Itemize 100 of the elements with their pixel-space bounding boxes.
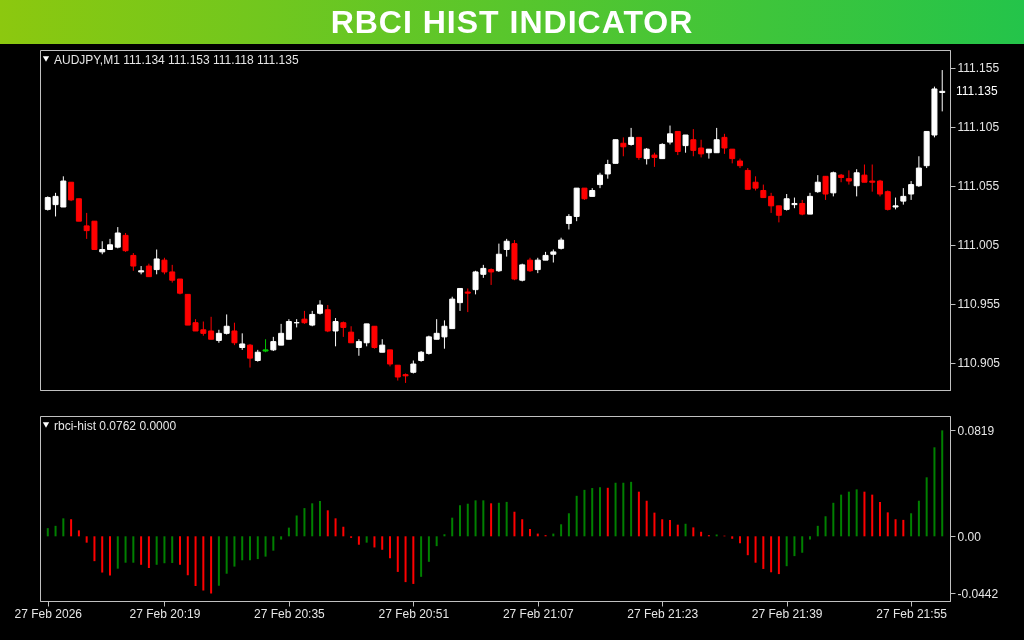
- bar: [513, 511, 516, 537]
- bar: [412, 536, 415, 584]
- candlestick: [208, 316, 215, 340]
- bar: [746, 536, 749, 556]
- bar: [630, 481, 633, 537]
- candlestick: [807, 192, 813, 215]
- x-tick-label: 27 Feb 21:07: [502, 606, 574, 621]
- candlestick: [690, 128, 697, 157]
- bar: [357, 536, 360, 545]
- bar: [93, 536, 96, 562]
- candlestick: [768, 192, 775, 214]
- candlestick: [612, 139, 619, 164]
- y-tick-label: 111.005: [957, 238, 1000, 253]
- candlestick: [495, 243, 502, 273]
- bar: [847, 491, 850, 537]
- bar: [879, 501, 881, 537]
- bar: [521, 519, 524, 537]
- candlestick: [853, 168, 860, 197]
- x-tick-label: 27 Feb 20:51: [378, 606, 450, 621]
- bar: [319, 501, 321, 537]
- bar: [54, 525, 57, 537]
- candlestick: [464, 287, 471, 313]
- candlestick: [231, 322, 238, 346]
- bar: [280, 536, 283, 540]
- bar: [731, 536, 734, 539]
- x-tick-label: 27 Feb 21:23: [627, 606, 699, 621]
- bar: [894, 519, 897, 537]
- bar: [365, 536, 368, 543]
- bar: [147, 536, 150, 569]
- bar: [832, 502, 835, 537]
- bar: [443, 534, 446, 537]
- candlestick: [908, 180, 915, 201]
- bar: [474, 500, 477, 537]
- bar: [295, 515, 298, 537]
- bar: [583, 489, 586, 537]
- y-tick-label: 110.905: [957, 356, 1001, 371]
- bar: [653, 512, 656, 537]
- candlestick: [845, 169, 852, 186]
- bar: [762, 536, 765, 569]
- bar: [233, 536, 236, 567]
- candlestick: [457, 287, 463, 312]
- bar: [155, 536, 158, 565]
- x-tick-label: 27 Feb 2026: [14, 606, 83, 621]
- bar: [591, 488, 594, 537]
- bar: [622, 482, 625, 537]
- candlestick: [371, 325, 378, 350]
- bar: [902, 519, 905, 537]
- bar: [785, 536, 788, 567]
- bar: [684, 523, 687, 537]
- bar: [163, 536, 166, 564]
- y-tick-label: 111.105: [957, 120, 1000, 135]
- candlestick: [915, 155, 922, 188]
- bar: [311, 503, 314, 537]
- bar: [770, 536, 773, 573]
- bar: [373, 536, 376, 548]
- x-tick-label: 27 Feb 21:55: [876, 606, 948, 621]
- y-tick-label: -0.0442: [957, 587, 999, 601]
- candlestick: [667, 125, 673, 145]
- x-tick-label: 27 Feb 20:19: [129, 606, 201, 621]
- bar: [46, 528, 49, 537]
- bar: [381, 536, 384, 550]
- y-tick-label: 111.055: [957, 179, 1000, 194]
- candlestick: [628, 127, 635, 147]
- bar: [396, 536, 399, 572]
- candlestick: [698, 139, 705, 158]
- candlestick: [884, 189, 891, 212]
- bar: [124, 536, 127, 563]
- bar: [529, 529, 531, 537]
- bar: [287, 527, 290, 537]
- bar: [77, 530, 80, 537]
- bar: [70, 519, 73, 537]
- bar: [482, 500, 485, 537]
- bar: [661, 519, 664, 537]
- bar: [505, 501, 508, 537]
- candlestick: [324, 304, 331, 333]
- candlestick: [153, 249, 160, 275]
- bar: [941, 430, 944, 537]
- bar: [109, 536, 111, 576]
- bar: [404, 536, 407, 583]
- bar: [272, 536, 275, 551]
- candlestick: [363, 323, 370, 347]
- bar: [793, 536, 796, 557]
- bar: [754, 536, 757, 563]
- bar: [497, 502, 500, 537]
- text: 111.135: [956, 84, 998, 99]
- bar: [910, 513, 913, 537]
- bar: [334, 518, 337, 537]
- bar: [132, 536, 135, 563]
- candlestick: [285, 318, 292, 340]
- y-tick-label: 111.155: [957, 61, 1000, 76]
- bar: [202, 536, 205, 591]
- bar: [801, 536, 804, 553]
- x-tick-label: 27 Feb 21:39: [751, 606, 823, 621]
- bar: [490, 503, 493, 537]
- bar: [637, 491, 640, 537]
- bar: [116, 536, 119, 569]
- bar: [217, 536, 220, 586]
- bar: [933, 447, 936, 537]
- bar: [241, 536, 244, 561]
- bar: [840, 494, 843, 537]
